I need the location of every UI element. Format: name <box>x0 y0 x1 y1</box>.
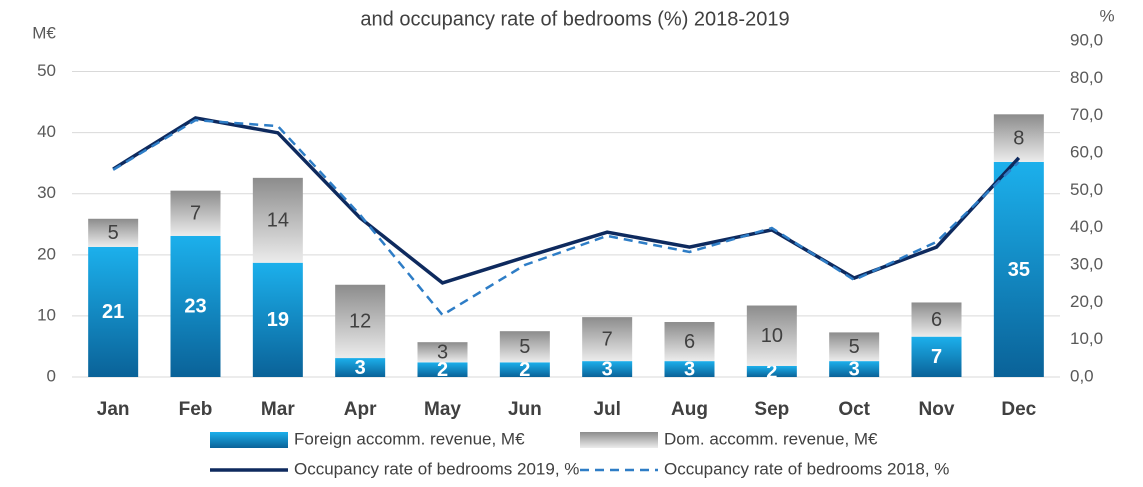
y-tick-label: 10 <box>37 305 56 324</box>
data-label: 3 <box>355 357 366 379</box>
data-label: 19 <box>267 309 289 331</box>
bar <box>746 366 797 377</box>
x-tick-label: Apr <box>344 399 377 420</box>
data-label: 2 <box>437 359 448 381</box>
legend-label: Dom. accomm. revenue, M€ <box>664 429 878 448</box>
bar <box>88 218 139 247</box>
x-tick-label: Jan <box>97 399 130 420</box>
x-tick-label: May <box>424 399 461 420</box>
x-tick-label: Nov <box>919 399 955 420</box>
y-tick-label: 0 <box>47 366 56 385</box>
legend-swatch <box>580 432 658 448</box>
bar <box>499 362 550 377</box>
data-label: 2 <box>519 359 530 381</box>
line-series <box>112 116 1021 285</box>
x-tick-label: Aug <box>671 399 708 420</box>
bar <box>417 342 468 363</box>
y-tick-label: 50 <box>37 61 56 80</box>
y2-axis-label: % <box>1099 6 1114 25</box>
x-tick-label: Oct <box>838 399 870 420</box>
data-label: 12 <box>349 311 371 333</box>
y2-tick-label: 10,0 <box>1070 329 1103 348</box>
y2-tick-label: 0,0 <box>1070 366 1094 385</box>
data-label: 3 <box>684 358 695 380</box>
bar <box>664 322 715 362</box>
data-label: 6 <box>684 331 695 353</box>
bar <box>170 190 221 236</box>
bar <box>993 161 1044 377</box>
x-tick-label: Sep <box>754 399 789 420</box>
data-label: 35 <box>1008 259 1030 281</box>
bar <box>252 262 303 377</box>
data-label: 3 <box>849 358 860 380</box>
y2-tick-label: 60,0 <box>1070 142 1103 161</box>
bar <box>664 361 715 377</box>
data-label: 5 <box>849 336 860 358</box>
data-label: 6 <box>931 309 942 331</box>
bar <box>417 362 468 377</box>
bar <box>829 332 880 362</box>
y-tick-label: 40 <box>37 122 56 141</box>
data-label: 21 <box>102 301 124 323</box>
legend-label: Occupancy rate of bedrooms 2019, % <box>294 459 579 478</box>
bar <box>335 284 386 359</box>
data-label: 23 <box>184 296 206 318</box>
bar <box>88 246 139 377</box>
x-tick-label: Mar <box>261 399 295 420</box>
y2-tick-label: 40,0 <box>1070 217 1103 236</box>
data-label: 5 <box>519 336 530 358</box>
data-label: 7 <box>602 328 613 350</box>
line-series <box>112 118 1020 317</box>
x-tick-label: Jun <box>508 399 542 420</box>
y2-tick-label: 90,0 <box>1070 30 1103 49</box>
bar <box>335 358 386 377</box>
x-tick-label: Jul <box>593 399 620 420</box>
bar <box>170 235 221 377</box>
bar <box>746 305 797 367</box>
y2-tick-label: 70,0 <box>1070 105 1103 124</box>
data-label: 8 <box>1013 127 1024 149</box>
bar <box>993 114 1044 162</box>
bar <box>582 317 633 362</box>
bar <box>911 336 962 377</box>
data-label: 3 <box>602 358 613 380</box>
bar <box>499 331 550 363</box>
data-label: 2 <box>766 361 777 383</box>
data-label: 14 <box>267 210 289 232</box>
bar <box>582 361 633 377</box>
x-tick-label: Dec <box>1001 399 1036 420</box>
legend-label: Occupancy rate of bedrooms 2018, % <box>664 459 949 478</box>
y2-tick-label: 50,0 <box>1070 180 1103 199</box>
chart-title: and occupancy rate of bedrooms (%) 2018-… <box>360 8 789 30</box>
legend-swatch <box>210 432 288 448</box>
y2-tick-label: 30,0 <box>1070 254 1103 273</box>
y-tick-label: 20 <box>37 244 56 263</box>
bar <box>252 177 303 263</box>
data-label: 3 <box>437 342 448 364</box>
y2-tick-label: 20,0 <box>1070 292 1103 311</box>
bar <box>829 361 880 377</box>
y2-tick-label: 80,0 <box>1070 68 1103 87</box>
y-axis-label: M€ <box>32 23 56 42</box>
data-label: 7 <box>190 203 201 225</box>
legend-label: Foreign accomm. revenue, M€ <box>294 429 525 448</box>
x-tick-label: Feb <box>179 399 213 420</box>
data-label: 10 <box>761 325 783 347</box>
y-tick-label: 30 <box>37 183 56 202</box>
data-label: 7 <box>931 346 942 368</box>
data-label: 5 <box>108 222 119 244</box>
bar <box>911 302 962 337</box>
